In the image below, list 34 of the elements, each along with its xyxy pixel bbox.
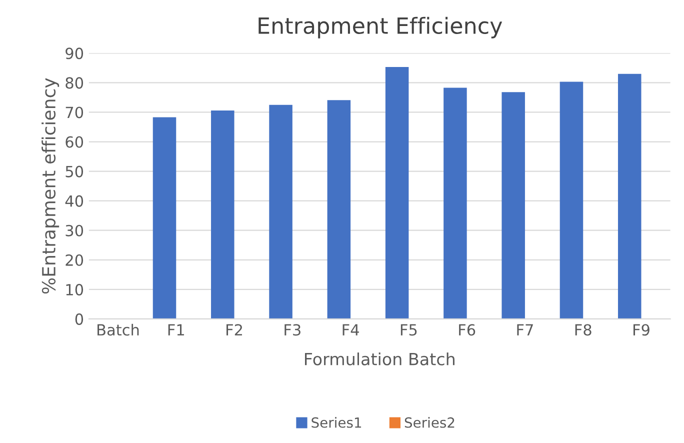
- x-tick-label: F1: [168, 324, 184, 336]
- y-axis-title: %Entrapment efficiency: [42, 78, 60, 294]
- x-tick-label: F3: [284, 324, 300, 336]
- legend-label: Series2: [404, 417, 454, 428]
- x-tick-label: F9: [633, 324, 650, 336]
- bar: [211, 110, 234, 319]
- y-tick-label: 20: [66, 254, 84, 266]
- x-tick-label: F7: [517, 324, 533, 336]
- bar: [502, 92, 525, 319]
- bar: [385, 67, 409, 319]
- bar: [444, 88, 467, 319]
- y-tick-label: 40: [65, 195, 84, 207]
- x-tick-label: F4: [342, 324, 359, 336]
- chart-title: Entrapment Efficiency: [258, 16, 502, 38]
- bar: [152, 117, 176, 319]
- bar: [560, 82, 584, 319]
- x-tick-label: F5: [400, 324, 417, 336]
- x-axis-title: Formulation Batch: [305, 352, 454, 366]
- y-tick-label: 0: [75, 313, 84, 325]
- x-tick-label: F2: [226, 324, 242, 336]
- y-tick-label: 50: [66, 166, 84, 178]
- y-tick-label: 60: [66, 136, 84, 148]
- x-tick-label: Batch: [98, 324, 139, 336]
- y-tick-label: 30: [66, 224, 84, 236]
- y-tick-label: 70: [66, 106, 84, 118]
- bar: [618, 74, 642, 319]
- y-tick-label: 90: [66, 48, 84, 60]
- x-tick-label: F8: [575, 324, 592, 336]
- legend-label: Series1: [312, 417, 362, 428]
- bar: [269, 104, 292, 319]
- x-tick-label: F6: [459, 324, 476, 336]
- y-tick-label: 80: [66, 77, 84, 89]
- y-tick-label: 10: [66, 284, 84, 296]
- bar: [327, 100, 351, 319]
